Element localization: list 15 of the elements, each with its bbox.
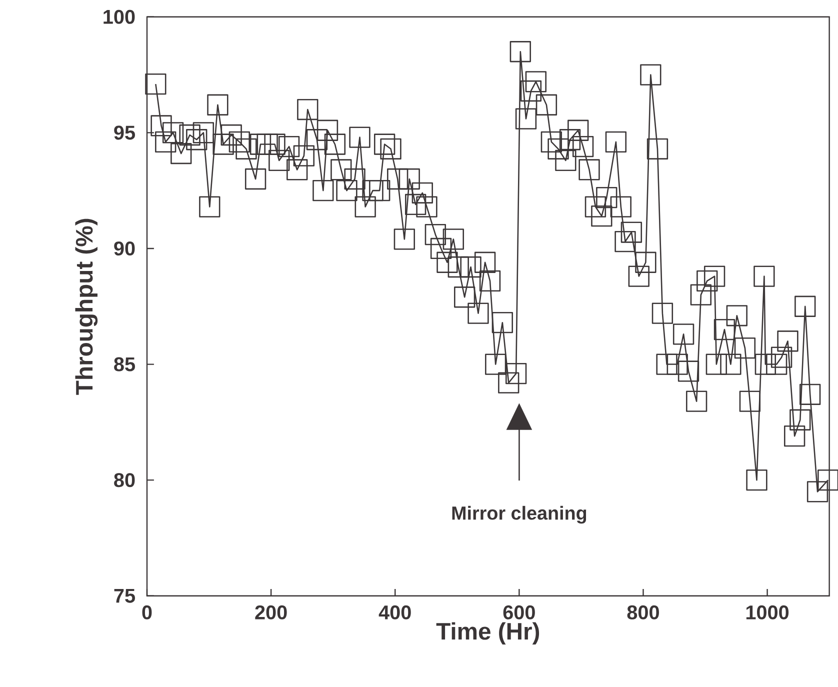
annotation: Mirror cleaning	[452, 506, 586, 524]
y-tick-label: 75	[114, 588, 135, 603]
x-tick-label: 400	[378, 605, 411, 620]
y-axis-title: Throughput (%)	[75, 218, 98, 395]
y-tick-label: 100	[104, 10, 135, 24]
x-tick-label: 1000	[746, 605, 789, 620]
y-tick-label: 90	[114, 241, 135, 256]
y-tick-label: 85	[114, 357, 135, 372]
y-tick-label: 95	[114, 126, 135, 140]
x-tick-label: 600	[503, 605, 535, 620]
x-tick-label: 200	[255, 605, 287, 620]
x-tick-label: 0	[142, 605, 152, 620]
x-tick-label: 800	[627, 605, 659, 620]
x-axis-title: Time (Hr)	[436, 622, 540, 644]
y-tick-label: 80	[114, 472, 135, 487]
